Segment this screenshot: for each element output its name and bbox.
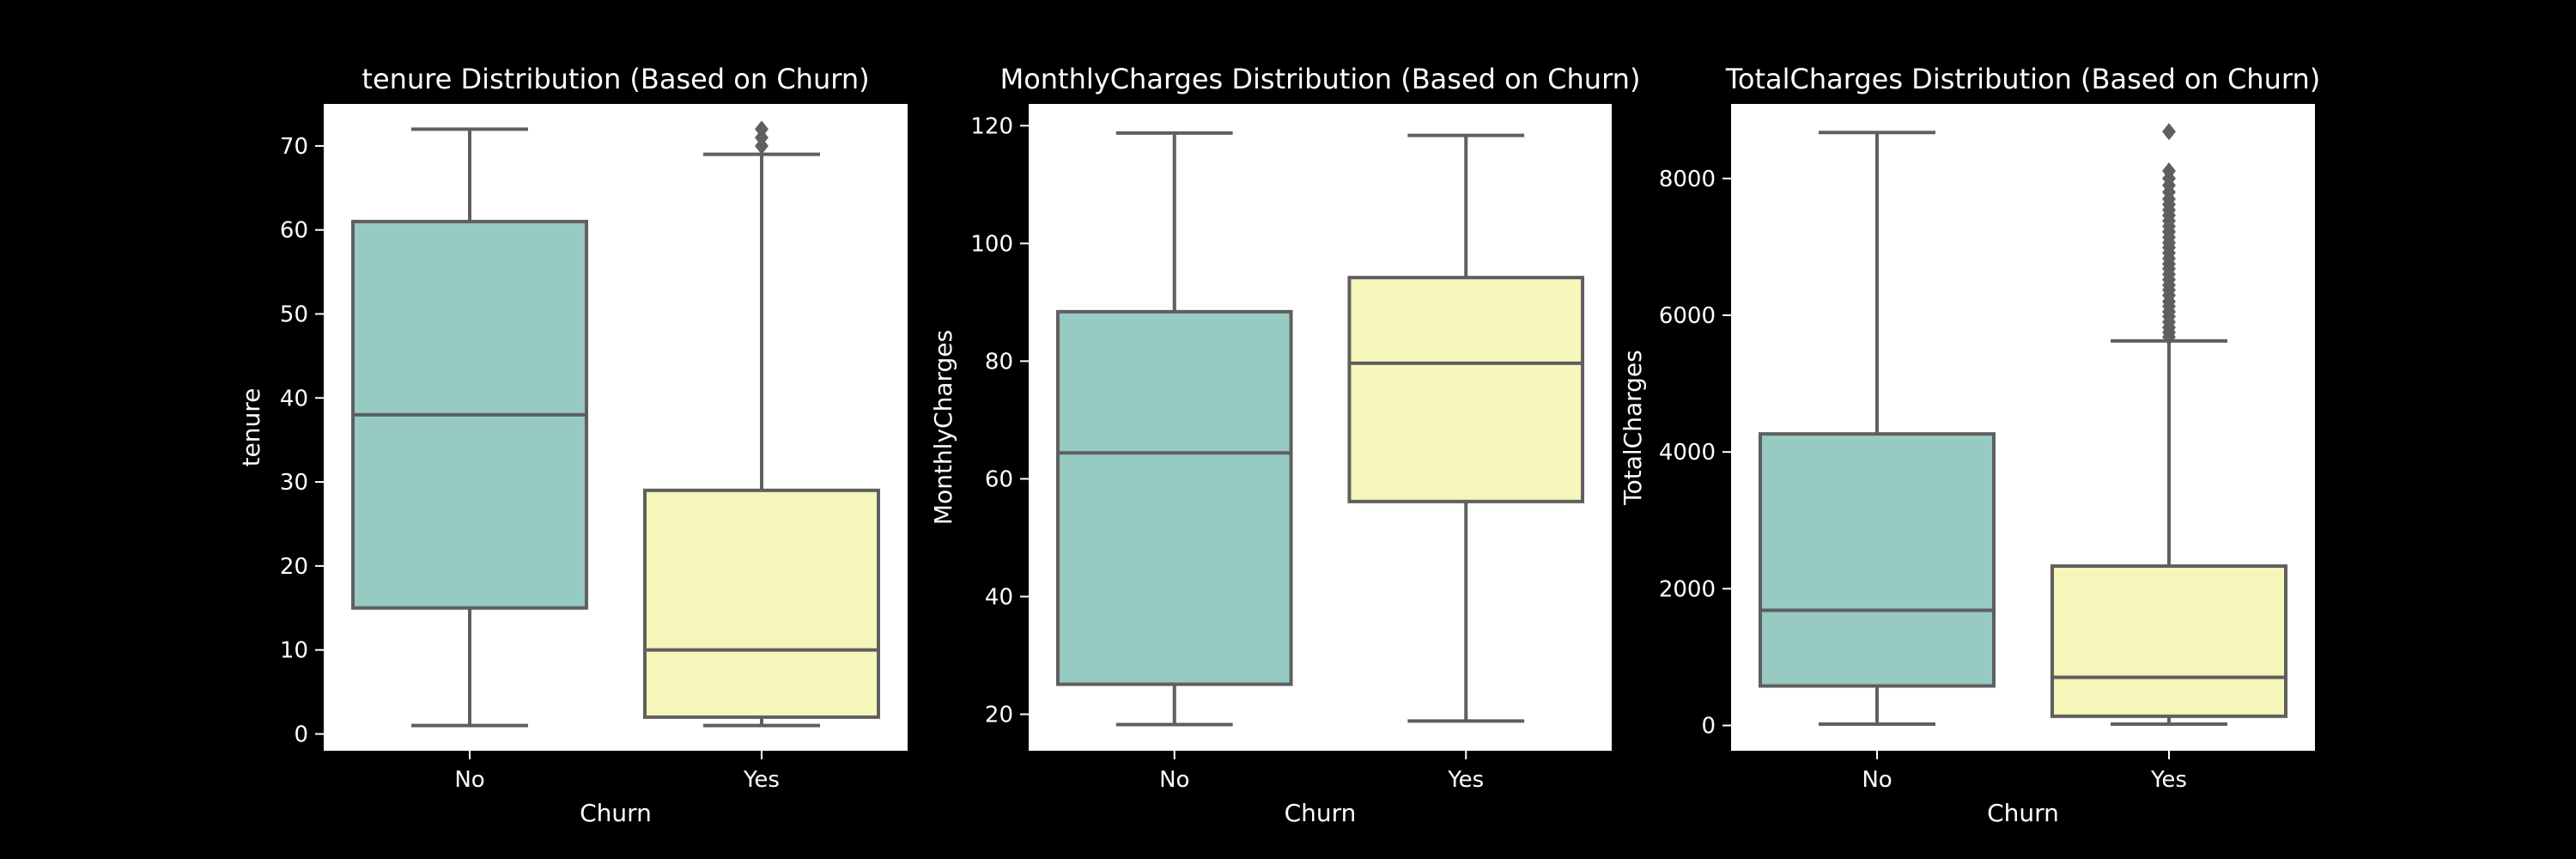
tenure-ytick-label: 50	[280, 302, 308, 327]
monthly-charges-no-box	[1055, 309, 1293, 686]
total-charges-yes-outlier	[2162, 123, 2176, 141]
monthly-charges-ytick-label: 60	[985, 466, 1013, 492]
total-charges-ytick-label: 0	[1701, 714, 1716, 740]
total-charges-ytick-label: 6000	[1659, 303, 1716, 329]
tenure-ylabel: tenure	[237, 388, 265, 467]
total-charges-title: TotalCharges Distribution (Based on Chur…	[1725, 63, 2320, 95]
tenure-ytick-label: 70	[280, 134, 308, 160]
total-charges-ytick-label: 8000	[1659, 167, 1716, 192]
total-charges-yes-box	[2050, 564, 2287, 718]
monthly-charges-xtick-label: Yes	[1447, 767, 1484, 793]
tenure-ytick-label: 30	[280, 470, 308, 496]
tenure-yes-outlier	[755, 120, 769, 138]
tenure-ytick-label: 40	[280, 386, 308, 411]
tenure-yes-box	[643, 488, 880, 719]
tenure-ytick-label: 20	[280, 554, 308, 580]
tenure-ytick-label: 60	[280, 218, 308, 244]
panel-tenure: 0 10 20 30 40 50 60 70 No Yes tenure Distribution …	[237, 63, 908, 827]
tenure-ytick-label: 0	[294, 722, 308, 747]
tenure-xtick-label: No	[454, 767, 484, 793]
tenure-ytick-label: 10	[280, 638, 308, 664]
monthly-charges-yes-box	[1347, 276, 1585, 503]
total-charges-xlabel: Churn	[1987, 799, 2059, 827]
panel-total-charges: 0 2000 4000 6000 8000 No Yes TotalCharges Distr…	[1619, 63, 2320, 827]
monthly-charges-ylabel: MonthlyCharges	[929, 330, 957, 525]
tenure-xlabel: Churn	[580, 799, 652, 827]
monthly-charges-ytick-label: 40	[985, 584, 1013, 610]
tenure-title: tenure Distribution (Based on Churn)	[361, 63, 869, 95]
monthly-charges-ytick-label: 120	[970, 113, 1013, 139]
total-charges-ytick-label: 4000	[1659, 440, 1716, 466]
monthly-charges-title: MonthlyCharges Distribution (Based on Ch…	[1000, 63, 1641, 95]
total-charges-xtick-label: Yes	[2150, 767, 2187, 793]
total-charges-xtick-label: No	[1862, 767, 1892, 793]
monthly-charges-ytick-label: 20	[985, 703, 1013, 728]
panel-monthly-charges: 20 40 60 80 100 120 No Yes MonthlyCharges Distri…	[929, 63, 1640, 827]
tenure-xtick-label: Yes	[743, 767, 780, 793]
total-charges-ylabel: TotalCharges	[1619, 350, 1647, 505]
total-charges-yes-outlier	[2162, 162, 2176, 180]
monthly-charges-ytick-label: 100	[970, 231, 1013, 257]
monthly-charges-xlabel: Churn	[1285, 799, 1357, 827]
monthly-charges-ytick-label: 80	[985, 349, 1013, 375]
total-charges-no-box	[1759, 432, 1996, 688]
monthly-charges-xtick-label: No	[1159, 767, 1189, 793]
total-charges-ytick-label: 2000	[1659, 576, 1716, 602]
